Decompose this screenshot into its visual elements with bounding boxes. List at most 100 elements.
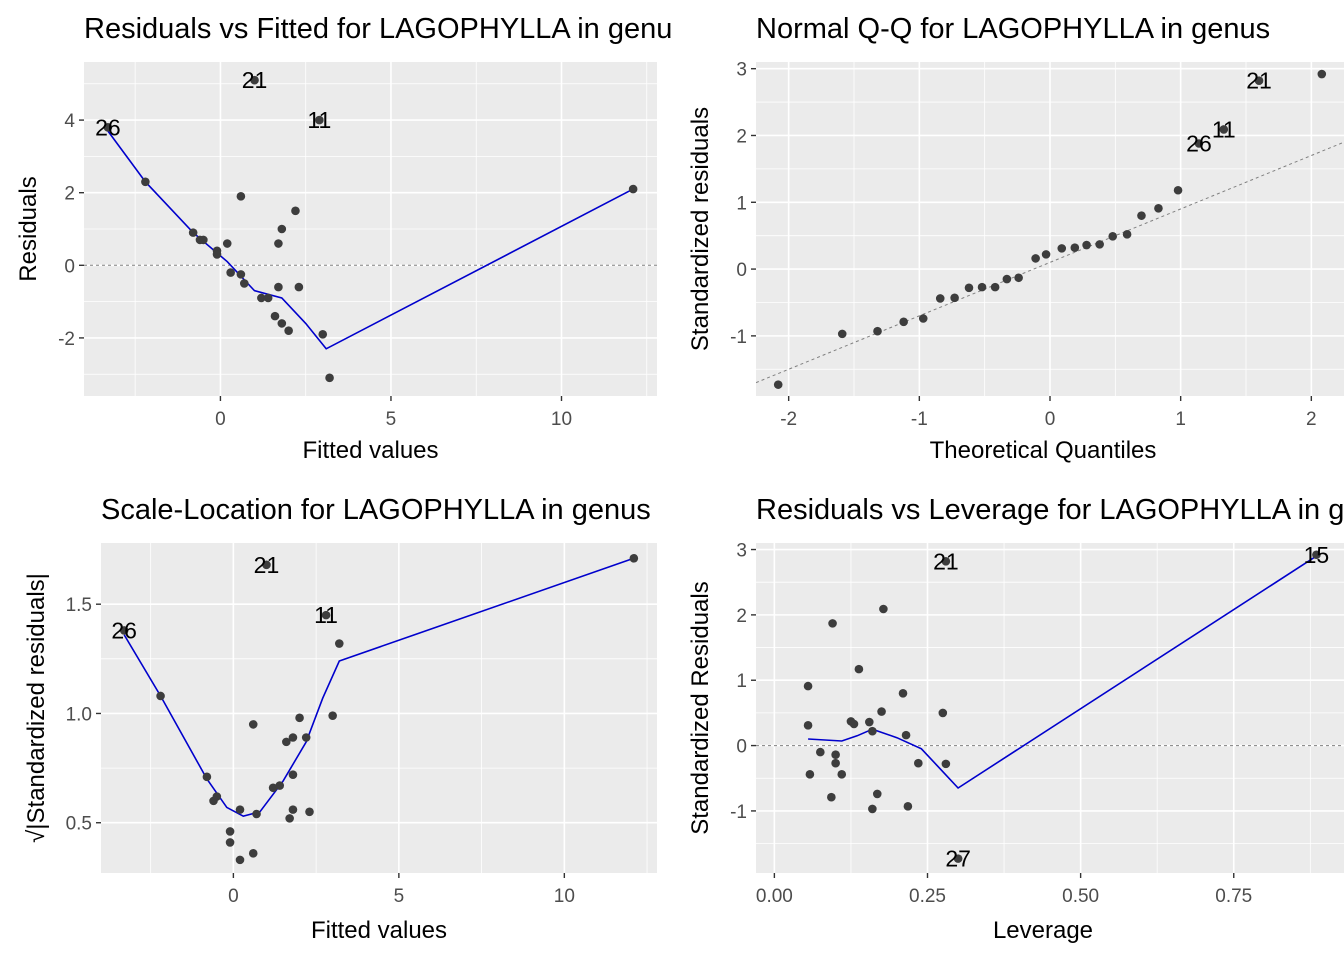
data-point (938, 708, 948, 718)
data-point (240, 279, 249, 288)
data-point (773, 380, 783, 389)
data-point (1057, 244, 1067, 253)
point-label: 26 (95, 114, 121, 140)
x-tick-label: 10 (551, 409, 572, 430)
y-axis-label: Standardized Residuals (687, 581, 714, 835)
data-point (1254, 76, 1264, 86)
data-point (1122, 230, 1132, 239)
x-tick-label: 0.00 (756, 886, 793, 907)
x-tick-label: 1 (1175, 409, 1186, 430)
data-point (803, 721, 813, 730)
data-point (1194, 139, 1204, 148)
data-point (328, 711, 337, 720)
data-point (282, 737, 291, 747)
panel-background (756, 543, 1344, 873)
x-tick-label: -1 (911, 409, 928, 430)
y-axis-label: Residuals (15, 176, 42, 281)
point-label: 11 (314, 602, 338, 628)
data-point (831, 758, 840, 768)
data-point (1137, 211, 1146, 220)
data-point (250, 75, 259, 85)
data-point (212, 250, 222, 259)
data-point (849, 719, 859, 729)
y-tick-label: 1.5 (66, 595, 92, 616)
data-point (274, 282, 283, 292)
data-point (918, 314, 928, 323)
data-point (868, 726, 877, 736)
data-point (837, 329, 847, 339)
data-point (1082, 240, 1091, 250)
data-point (141, 177, 150, 187)
data-point (953, 854, 963, 863)
data-point (257, 293, 266, 303)
data-point (325, 373, 334, 383)
data-point (305, 807, 314, 817)
data-point (294, 282, 304, 292)
data-point (236, 192, 246, 201)
data-point (263, 293, 273, 303)
data-point (212, 792, 222, 801)
point-label: 27 (945, 846, 971, 872)
data-point (628, 184, 638, 194)
data-point (941, 759, 951, 769)
data-point (315, 115, 324, 125)
data-point (1219, 125, 1229, 134)
y-tick-label: 2 (736, 606, 747, 627)
data-point (119, 626, 129, 635)
data-point (831, 750, 840, 760)
x-tick-label: -2 (780, 409, 797, 430)
data-point (873, 326, 882, 336)
data-point (977, 282, 987, 292)
data-point (295, 713, 304, 723)
data-point (188, 228, 198, 237)
data-point (235, 805, 245, 814)
y-tick-label: 2 (736, 126, 747, 147)
y-tick-label: 0 (736, 260, 747, 281)
data-point (941, 556, 951, 566)
panel-resid-fitted: 26 21 11 0 5 10 -2 0 2 4 Fitted values Residuals Res… (15, 13, 687, 464)
data-point (225, 838, 235, 847)
data-point (262, 560, 271, 570)
point-label: 21 (242, 67, 268, 93)
x-tick-label: 2 (1306, 409, 1317, 430)
point-label: 21 (1246, 68, 1272, 94)
data-point (1014, 273, 1023, 283)
data-point (901, 730, 911, 740)
y-tick-label: 0.5 (66, 814, 92, 835)
data-point (629, 553, 639, 563)
y-tick-label: -1 (730, 327, 747, 348)
data-point (903, 802, 913, 811)
panel-resid-leverage: 21 15 27 0.00 0.25 0.50 0.75 -1 0 1 2 3 Leverage Stan… (687, 494, 1344, 944)
y-tick-label: 0 (64, 256, 75, 277)
data-point (1317, 69, 1327, 79)
data-point (321, 610, 331, 620)
y-tick-label: 0 (736, 737, 747, 758)
x-axis-label: Fitted values (311, 917, 447, 944)
data-point (103, 123, 113, 132)
data-point (226, 268, 235, 277)
data-point (291, 206, 300, 216)
chart-title: Residuals vs Leverage for LAGOPHYLLA in … (756, 494, 1344, 526)
x-tick-label: 0.75 (1215, 886, 1252, 907)
data-point (950, 293, 959, 303)
data-point (288, 805, 298, 814)
data-point (225, 827, 235, 836)
data-point (865, 717, 874, 727)
point-label: 11 (307, 107, 331, 133)
y-axis-label: Standardized residuals (687, 107, 714, 351)
data-point (277, 224, 287, 234)
data-point (1002, 274, 1012, 284)
data-point (252, 809, 261, 819)
chart-title: Residuals vs Fitted for LAGOPHYLLA in ge… (84, 13, 687, 45)
data-point (1154, 203, 1163, 213)
x-tick-label: 0.25 (909, 886, 946, 907)
data-point (288, 770, 298, 779)
y-tick-label: -1 (730, 802, 747, 823)
data-point (248, 720, 258, 729)
data-point (1041, 250, 1051, 259)
y-tick-label: 4 (64, 111, 75, 132)
data-point (235, 855, 245, 865)
x-axis-label: Fitted values (302, 437, 438, 464)
data-point (222, 239, 232, 248)
y-tick-label: 1 (736, 671, 747, 692)
